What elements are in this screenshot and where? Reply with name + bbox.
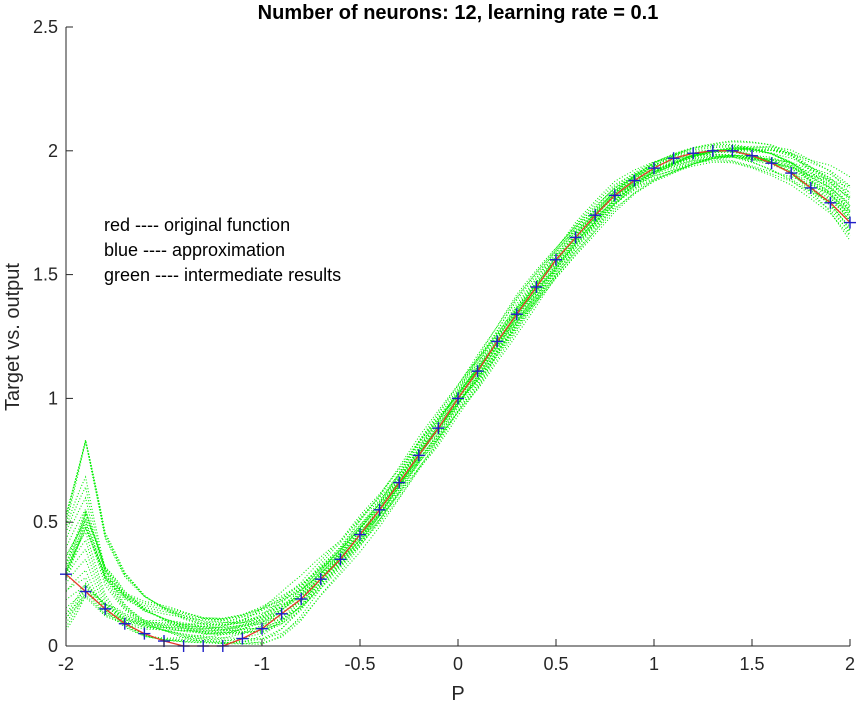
intermediate-curve: [65, 144, 851, 620]
intermediate-curve: [65, 161, 851, 640]
approximation-point: [432, 422, 445, 435]
x-tick-label: 0: [453, 654, 463, 674]
approximation-point: [765, 157, 778, 170]
approximation-point: [354, 528, 366, 541]
approximation-point: [706, 144, 719, 157]
approximation-point: [79, 585, 92, 598]
legend-entry-intermediate: green ---- intermediate results: [104, 265, 341, 285]
approximation-point: [804, 181, 817, 194]
approximation-point: [256, 622, 268, 635]
intermediate-curve: [65, 155, 851, 635]
x-tick-label: -0.5: [344, 654, 375, 674]
y-axis-label: Target vs. output: [2, 263, 24, 411]
y-tick-label: 0: [48, 636, 58, 656]
intermediate-curve: [65, 154, 851, 645]
approximation-point: [589, 209, 602, 222]
approximation-point: [373, 503, 386, 516]
approximation-point: [314, 573, 327, 586]
intermediate-curve: [65, 147, 851, 630]
x-tick-label: -1.5: [148, 654, 179, 674]
approximation-point: [824, 196, 837, 209]
approximation-point: [628, 174, 641, 187]
approximation-point: [530, 280, 543, 293]
approximation-point: [550, 253, 562, 266]
intermediate-curve: [65, 154, 851, 644]
x-tick-label: -2: [58, 654, 74, 674]
approximation-point: [138, 627, 151, 640]
approximation-point: [393, 476, 406, 489]
legend-text-block: red ---- original function blue ---- app…: [104, 215, 341, 285]
x-axis-label: P: [451, 683, 464, 704]
legend-entry-original: red ---- original function: [104, 215, 290, 235]
y-tick-label: 2.5: [33, 17, 58, 37]
approximation-point: [334, 553, 347, 566]
legend-entry-approximation: blue ---- approximation: [104, 240, 285, 260]
chart-title: Number of neurons: 12, learning rate = 0…: [258, 2, 659, 24]
approximation-point: [295, 592, 308, 605]
approximation-point: [118, 617, 131, 630]
approximation-point: [412, 449, 425, 462]
x-ticks: -2 -1.5 -1 -0.5 0 0.5 1 1.5 2: [58, 639, 855, 674]
x-tick-label: 0.5: [543, 654, 568, 674]
approximation-point: [491, 335, 504, 348]
intermediate-curve: [65, 146, 851, 621]
intermediate-curve: [65, 154, 851, 641]
approximation-point: [726, 144, 739, 157]
approximation-point: [99, 602, 112, 615]
y-tick-label: 0.5: [33, 512, 58, 532]
intermediate-curve: [65, 155, 851, 643]
approximation-point: [785, 167, 798, 180]
intermediate-curve: [65, 140, 851, 626]
approximation-point: [452, 392, 464, 405]
approximation-point: [275, 607, 288, 620]
approximation-point: [746, 149, 758, 162]
approximation-point: [844, 216, 856, 229]
approximation-point: [236, 632, 249, 645]
x-tick-label: 1: [649, 654, 659, 674]
x-tick-label: 2: [845, 654, 855, 674]
x-tick-label: 1.5: [739, 654, 764, 674]
approximation-point: [471, 365, 484, 378]
approximation-point: [687, 147, 700, 160]
y-tick-label: 2: [48, 141, 58, 161]
y-ticks: 0 0.5 1 1.5 2 2.5: [33, 17, 73, 656]
approximation-point: [608, 189, 621, 202]
x-tick-label: -1: [254, 654, 270, 674]
approximation-point: [648, 162, 660, 175]
approximation-point: [569, 231, 582, 244]
intermediate-curve: [65, 149, 851, 624]
approximation-point: [510, 308, 523, 321]
y-tick-label: 1: [48, 388, 58, 408]
intermediate-curve: [65, 155, 851, 642]
intermediate-curve: [65, 149, 851, 620]
y-tick-label: 1.5: [33, 265, 58, 285]
approximation-point: [667, 152, 680, 165]
